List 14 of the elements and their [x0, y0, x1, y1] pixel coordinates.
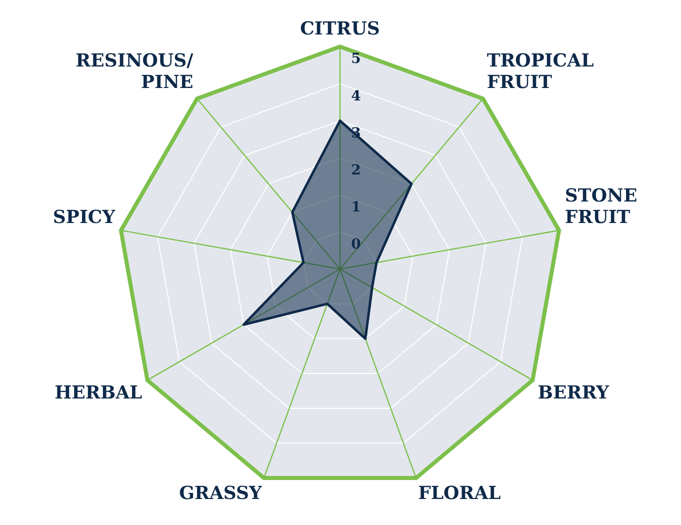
spoke-label: TROPICAL FRUIT: [486, 50, 594, 93]
spoke-label: HERBAL: [54, 382, 143, 404]
y-tick-label: 2: [351, 162, 361, 178]
y-tick-label: 0: [351, 236, 362, 253]
spoke-label: BERRY: [538, 382, 610, 404]
spoke-label: STONE FRUIT: [564, 186, 638, 228]
spoke-label: CITRUS: [300, 18, 380, 40]
spoke-label: FLORAL: [418, 483, 502, 504]
spoke-label: SPICY: [52, 207, 116, 228]
y-tick-label: 5: [351, 51, 361, 68]
y-tick-label: 4: [351, 88, 362, 104]
y-tick-label: 1: [351, 200, 361, 216]
spoke-label: RESINOUS/ PINE: [76, 50, 194, 93]
spoke-label: GRASSY: [179, 483, 264, 504]
